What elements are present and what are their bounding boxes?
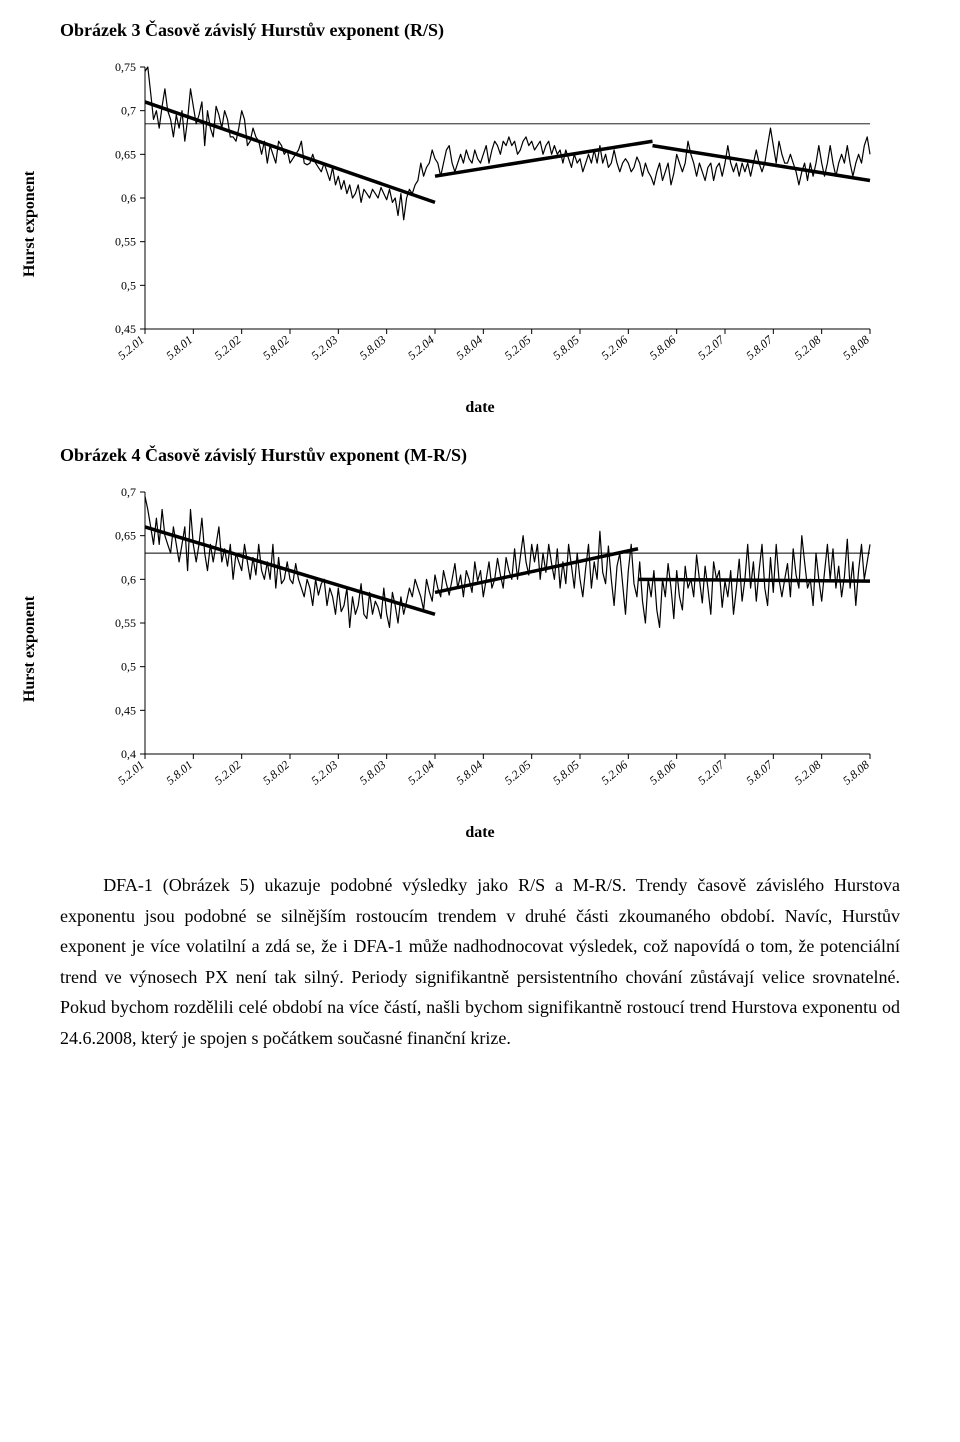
svg-text:5.8.07: 5.8.07 — [743, 332, 776, 363]
svg-text:5.2.02: 5.2.02 — [212, 333, 244, 363]
svg-text:5.8.06: 5.8.06 — [647, 758, 679, 788]
svg-text:5.2.01: 5.2.01 — [115, 758, 147, 788]
svg-text:0,5: 0,5 — [121, 278, 136, 292]
figure4-xlabel: date — [60, 824, 900, 842]
svg-text:5.8.03: 5.8.03 — [357, 758, 389, 788]
svg-text:0,4: 0,4 — [121, 747, 136, 761]
body-text: DFA-1 (Obrázek 5) ukazuje podobné výsled… — [60, 870, 900, 1054]
svg-text:5.8.05: 5.8.05 — [550, 333, 582, 363]
figure3-svg: 0,45 0,5 0,55 0,6 0,65 0,7 0,75 5.2.01 5.8.01 5.2… — [90, 59, 880, 389]
svg-text:0,75: 0,75 — [115, 60, 136, 74]
svg-text:0,55: 0,55 — [115, 616, 136, 630]
svg-text:5.2.03: 5.2.03 — [308, 758, 340, 788]
svg-text:5.2.03: 5.2.03 — [308, 333, 340, 363]
svg-text:5.2.08: 5.2.08 — [792, 758, 824, 788]
figure4-chart: Hurst exponent 0,40,450,50,550,60,650,75… — [60, 484, 900, 814]
svg-text:5.8.03: 5.8.03 — [357, 333, 389, 363]
svg-text:5.8.07: 5.8.07 — [743, 757, 776, 788]
svg-text:0,6: 0,6 — [121, 572, 136, 586]
svg-text:5.8.05: 5.8.05 — [550, 758, 582, 788]
figure4-caption: Obrázek 4 Časově závislý Hurstův exponen… — [60, 445, 900, 466]
figure3-xlabel: date — [60, 399, 900, 417]
svg-text:5.2.05: 5.2.05 — [502, 758, 534, 788]
body-paragraph: DFA-1 (Obrázek 5) ukazuje podobné výsled… — [60, 870, 900, 1054]
svg-text:0,7: 0,7 — [121, 104, 136, 118]
figure3-caption: Obrázek 3 Časově závislý Hurstův exponen… — [60, 20, 900, 41]
svg-text:0,6: 0,6 — [121, 191, 136, 205]
figure3-chart: Hurst exponent 0,450,50,550,60,650,70,75… — [60, 59, 900, 389]
svg-text:0,5: 0,5 — [121, 660, 136, 674]
svg-text:5.2.06: 5.2.06 — [598, 333, 630, 363]
svg-text:5.8.02: 5.8.02 — [260, 333, 292, 363]
svg-text:5.2.06: 5.2.06 — [598, 758, 630, 788]
svg-text:5.2.02: 5.2.02 — [212, 758, 244, 788]
svg-text:5.2.07: 5.2.07 — [695, 757, 728, 788]
svg-text:5.2.07: 5.2.07 — [695, 332, 728, 363]
svg-text:5.8.04: 5.8.04 — [453, 333, 485, 363]
svg-text:0,55: 0,55 — [115, 235, 136, 249]
figure4-svg: 0,4 0,45 0,5 0,55 0,6 0,65 0,7 5.2.01 5.8.01 5.2.… — [90, 484, 880, 814]
svg-text:5.2.08: 5.2.08 — [792, 333, 824, 363]
svg-text:5.8.08: 5.8.08 — [840, 333, 872, 363]
figure4-ylabel: Hurst exponent — [21, 596, 39, 702]
svg-text:5.8.01: 5.8.01 — [163, 333, 195, 363]
svg-text:5.8.06: 5.8.06 — [647, 333, 679, 363]
svg-text:5.8.04: 5.8.04 — [453, 758, 485, 788]
svg-text:0,45: 0,45 — [115, 322, 136, 336]
figure3-ylabel: Hurst exponent — [21, 171, 39, 277]
svg-text:5.2.04: 5.2.04 — [405, 758, 437, 788]
svg-text:0,65: 0,65 — [115, 529, 136, 543]
svg-text:0,45: 0,45 — [115, 703, 136, 717]
svg-text:5.2.04: 5.2.04 — [405, 333, 437, 363]
svg-text:0,7: 0,7 — [121, 485, 136, 499]
svg-text:5.2.05: 5.2.05 — [502, 333, 534, 363]
svg-text:5.8.01: 5.8.01 — [163, 758, 195, 788]
svg-text:0,65: 0,65 — [115, 147, 136, 161]
svg-text:5.8.02: 5.8.02 — [260, 758, 292, 788]
svg-text:5.2.01: 5.2.01 — [115, 333, 147, 363]
svg-text:5.8.08: 5.8.08 — [840, 758, 872, 788]
